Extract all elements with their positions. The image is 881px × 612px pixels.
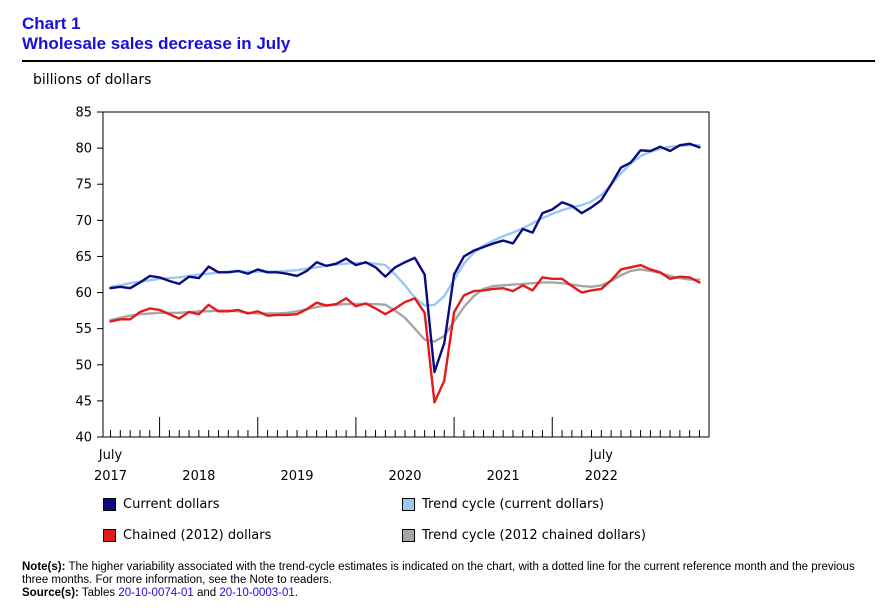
series-line-current-dollars xyxy=(109,142,701,374)
series-line-trend-cycle-2012-chained-dollars xyxy=(109,268,701,343)
y-tick-label: 60 xyxy=(75,286,92,301)
notes-block: Note(s): The higher variability associat… xyxy=(22,561,877,600)
series-layer xyxy=(109,142,701,404)
legend-label-trend-chained: Trend cycle (2012 chained dollars) xyxy=(422,528,646,543)
x-axis: July 2017 2018 2019 2020 2021 July 2022 xyxy=(94,417,700,484)
chart-heading: Chart 1 Wholesale sales decrease in July xyxy=(22,14,290,54)
y-tick-label: 85 xyxy=(75,106,92,121)
y-tick-label: 55 xyxy=(75,322,92,337)
legend-current-dollars: Current dollars xyxy=(103,497,219,512)
legend-label-trend-current: Trend cycle (current dollars) xyxy=(422,497,605,512)
x-month-label: July xyxy=(589,448,614,463)
legend-trend-chained: Trend cycle (2012 chained dollars) xyxy=(402,528,646,543)
y-tick-label: 65 xyxy=(75,250,92,265)
x-month-label: July xyxy=(98,448,123,463)
y-axis: 40 45 50 55 60 65 70 75 80 85 xyxy=(75,106,103,446)
x-year-label: 2021 xyxy=(487,469,520,484)
legend-swatch-trend-chained xyxy=(402,529,415,542)
source-label: Source(s): xyxy=(22,587,79,599)
y-tick-label: 40 xyxy=(75,431,92,446)
y-tick-label: 80 xyxy=(75,142,92,157)
note-line: Note(s): The higher variability associat… xyxy=(22,561,877,587)
series-line-chained-2012-dollars xyxy=(109,263,701,404)
note-label: Note(s): xyxy=(22,561,66,573)
note-text: The higher variability associated with t… xyxy=(22,561,855,586)
x-year-label: 2018 xyxy=(182,469,215,484)
y-tick-label: 75 xyxy=(75,178,92,193)
legend-swatch-chained xyxy=(103,529,116,542)
legend-trend-current: Trend cycle (current dollars) xyxy=(402,497,604,512)
chart-number: Chart 1 xyxy=(22,14,81,33)
source-line: Source(s): Tables 20-10-0074-01 and 20-1… xyxy=(22,587,877,600)
x-year-label: 2017 xyxy=(94,469,127,484)
chart-title: Wholesale sales decrease in July xyxy=(22,34,291,53)
table-link-1[interactable]: 20-10-0074-01 xyxy=(118,587,194,599)
y-tick-label: 45 xyxy=(75,394,92,409)
x-year-label: 2022 xyxy=(585,469,618,484)
y-tick-label: 70 xyxy=(75,214,92,229)
y-tick-label: 50 xyxy=(75,358,92,373)
title-rule xyxy=(22,60,875,62)
legend-label-chained: Chained (2012) dollars xyxy=(123,528,272,543)
plot-frame xyxy=(102,111,710,438)
legend-swatch-trend-current xyxy=(402,498,415,511)
legend-chained-dollars: Chained (2012) dollars xyxy=(103,528,271,543)
series-line-trend-cycle-current-dollars xyxy=(109,144,701,307)
legend-label-current: Current dollars xyxy=(123,497,220,512)
source-and: and xyxy=(193,587,220,599)
x-year-label: 2020 xyxy=(388,469,421,484)
source-prefix: Tables xyxy=(78,587,119,599)
x-year-label: 2019 xyxy=(280,469,313,484)
source-end: . xyxy=(294,587,298,599)
y-unit-label: billions of dollars xyxy=(33,72,152,88)
table-link-2[interactable]: 20-10-0003-01 xyxy=(219,587,295,599)
legend-swatch-current xyxy=(103,498,116,511)
